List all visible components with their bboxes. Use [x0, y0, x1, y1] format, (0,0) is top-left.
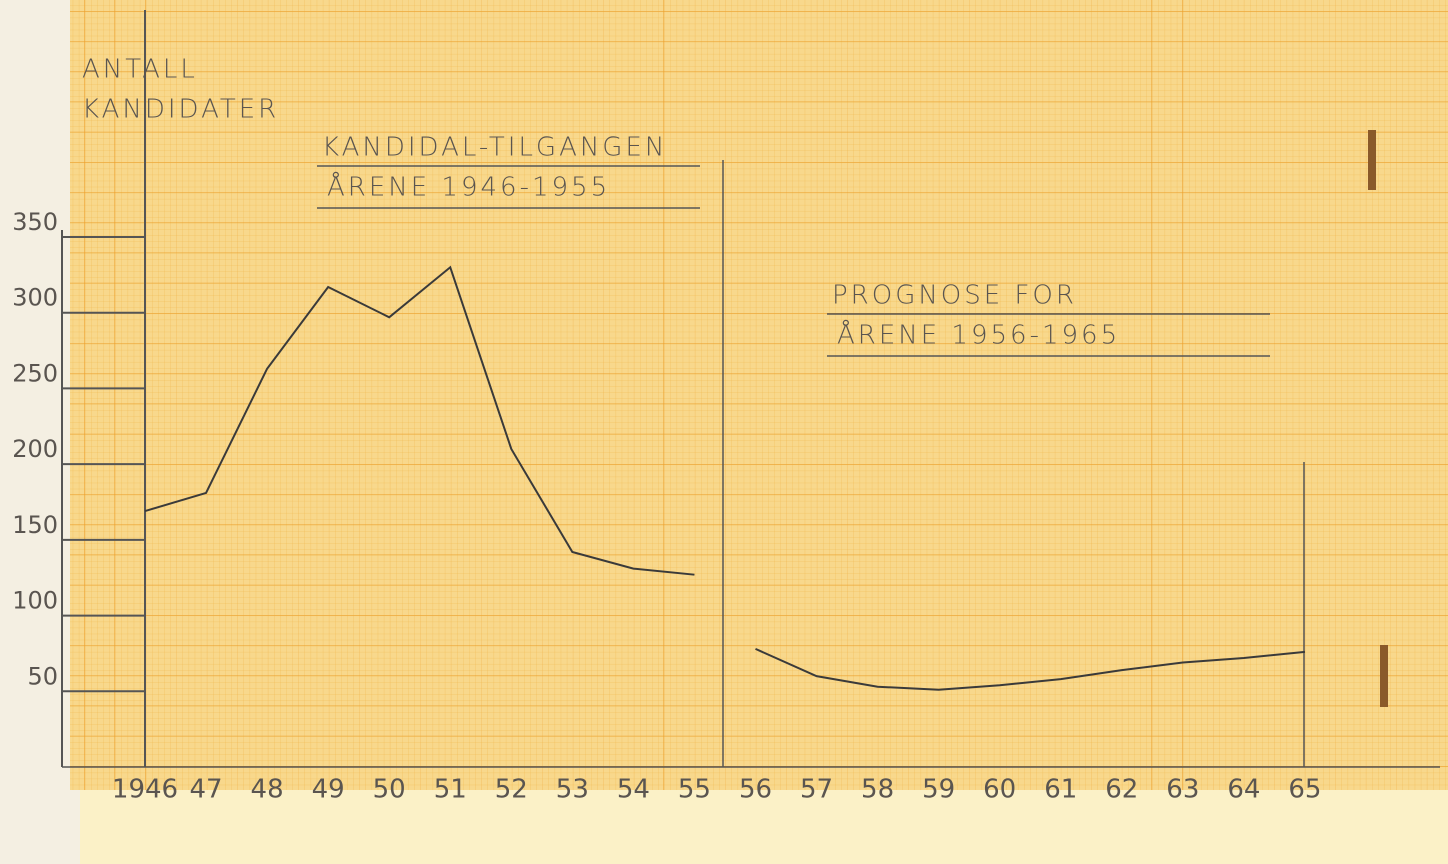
data-line: [755, 647, 1306, 691]
x-tick-label: 57: [800, 775, 833, 805]
x-tick-label: 61: [1044, 775, 1077, 805]
x-tick-label: 54: [617, 775, 650, 805]
x-tick-label: 53: [556, 775, 589, 805]
x-tick-label: 63: [1166, 775, 1199, 805]
data-line: [144, 265, 695, 576]
annotation: KANDIDAL-TILGANGEN: [322, 133, 667, 163]
paper-bottom: [80, 790, 1448, 864]
y-tick-label: 100: [12, 587, 58, 615]
x-tick-label: 55: [678, 775, 711, 805]
annotation: ÅRENE 1946-1955: [327, 170, 610, 203]
x-tick-label: 56: [739, 775, 772, 805]
x-tick-label: 52: [495, 775, 528, 805]
y-tick-label: 300: [12, 284, 58, 312]
x-tick-label: 47: [190, 775, 223, 805]
annotation: ÅRENE 1956-1965: [837, 318, 1120, 351]
staple: [1368, 130, 1376, 190]
y-tick-label: 50: [27, 662, 58, 690]
x-tick-label: 58: [861, 775, 894, 805]
y-axis-label: KANDIDATER: [82, 95, 279, 125]
y-tick-label: 150: [12, 511, 58, 539]
annotation: PROGNOSE FOR: [832, 281, 1077, 311]
x-tick-label: 64: [1227, 775, 1260, 805]
x-tick-label: 1946: [112, 775, 178, 805]
x-tick-label: 62: [1105, 775, 1138, 805]
y-tick-label: 350: [12, 208, 58, 236]
staple: [1380, 645, 1388, 707]
x-tick-label: 59: [922, 775, 955, 805]
y-tick-label: 250: [12, 359, 58, 387]
x-tick-label: 48: [251, 775, 284, 805]
y-axis-label: ANTALL: [82, 55, 198, 85]
x-tick-label: 49: [312, 775, 345, 805]
x-tick-label: 50: [373, 775, 406, 805]
x-tick-label: 65: [1288, 775, 1321, 805]
graph-paper-major: [70, 0, 1448, 790]
y-tick-label: 200: [12, 435, 58, 463]
x-tick-label: 60: [983, 775, 1016, 805]
x-tick-label: 51: [434, 775, 467, 805]
